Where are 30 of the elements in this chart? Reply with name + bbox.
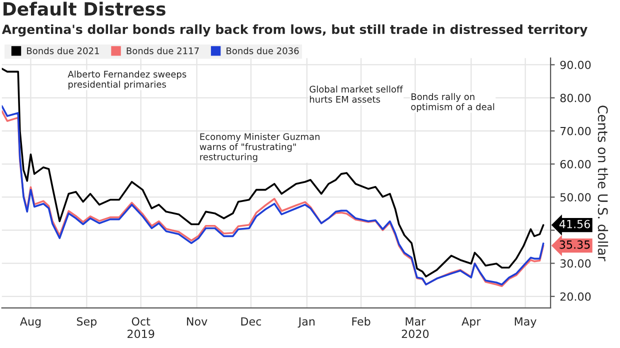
y-axis-title: Cents on the U.S. dollar xyxy=(598,106,608,262)
x-tick-label: Mar 2020 xyxy=(402,317,429,338)
line-series xyxy=(2,68,544,278)
x-tick-label: Jan xyxy=(298,317,315,328)
y-tick-label: 20.00 xyxy=(560,292,591,301)
chart-title: Default Distress xyxy=(4,2,166,16)
x-tick-label: Apr xyxy=(462,317,481,328)
legend-label: Bonds due 2117 xyxy=(126,47,199,54)
y-tick-label: 50.00 xyxy=(560,193,591,202)
annotation: Bonds rally on optimism of a deal xyxy=(411,93,494,112)
y-tick-label: 80.00 xyxy=(560,94,591,102)
y-tick-label: 30.00 xyxy=(560,259,591,268)
annotation: Economy Minister Guzman warns of "frustrating" restructuring xyxy=(200,133,320,162)
chart-subtitle: Argentina's dollar bonds rally back from lows, but still trade in distressed territory xyxy=(2,24,588,37)
data-label: 41.56 xyxy=(559,220,590,228)
y-tick-label: 60.00 xyxy=(560,160,591,168)
x-tick-label: Aug xyxy=(20,317,41,328)
y-tick-label: 90.00 xyxy=(560,60,591,70)
x-tick-label: May xyxy=(514,317,536,328)
x-tick-label: Dec xyxy=(241,317,261,326)
y-tick-label: 70.00 xyxy=(560,126,591,136)
legend-label: Bonds due 2036 xyxy=(226,47,299,54)
x-tick-label: Oct 2019 xyxy=(128,317,154,338)
legend-label: Bonds due 2021 xyxy=(27,47,99,54)
x-tick-label: Nov xyxy=(187,317,208,326)
annotation: Alberto Fernandez sweeps presidential primaries xyxy=(68,70,186,90)
x-tick-label: Feb xyxy=(352,317,370,326)
data-label: 35.35 xyxy=(560,240,590,249)
annotation: Global market selloff hurts EM assets xyxy=(310,86,404,103)
x-tick-label: Sep xyxy=(76,317,97,328)
